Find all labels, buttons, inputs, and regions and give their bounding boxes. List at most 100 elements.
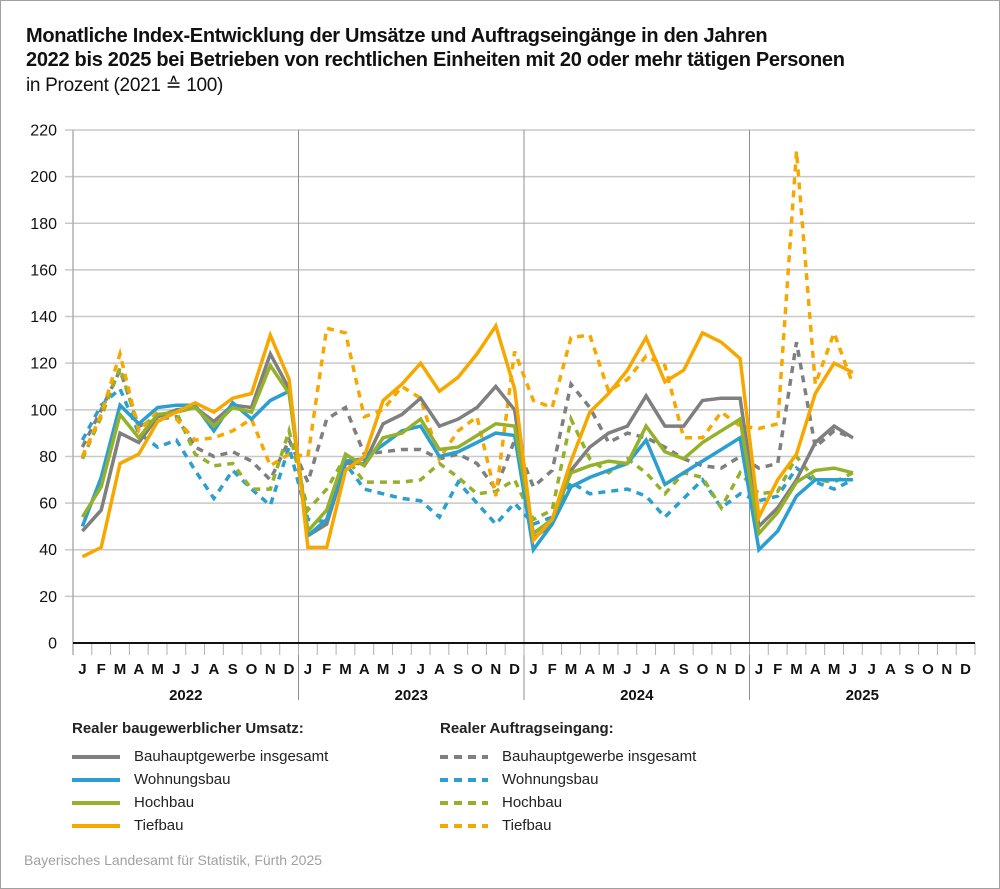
- month-label: S: [228, 661, 238, 678]
- month-label: J: [529, 661, 537, 678]
- legend-label: Bauhauptgewerbe insgesamt: [502, 748, 697, 765]
- legend-label: Bauhauptgewerbe insgesamt: [134, 748, 329, 765]
- y-tick-label: 60: [39, 496, 57, 513]
- month-label: J: [191, 661, 199, 678]
- y-tick-label: 200: [30, 169, 57, 186]
- legend-label: Tiefbau: [502, 817, 552, 834]
- month-label: D: [960, 661, 971, 678]
- legend-item: Hochbau: [440, 791, 696, 814]
- legend-item: Tiefbau: [72, 814, 328, 837]
- legend-auftragseingang: Realer Auftragseingang: Bauhauptgewerbe …: [440, 720, 696, 837]
- legend-solid-line-icon: [72, 754, 120, 759]
- month-label: M: [828, 661, 841, 678]
- legend-item: Wohnungsbau: [72, 768, 328, 791]
- series-line-umsatz-bauhauptgewerbe-insgesamt: [81, 349, 854, 542]
- series-line-umsatz-wohnungsbau: [80, 388, 853, 555]
- month-label: A: [584, 661, 595, 678]
- month-label: J: [849, 661, 857, 678]
- legend-dashed-line-icon: [440, 754, 488, 759]
- legend-label: Tiefbau: [134, 817, 184, 834]
- month-label: A: [209, 661, 220, 678]
- source-note: Bayerisches Landesamt für Statistik, Für…: [24, 852, 323, 868]
- month-label: A: [133, 661, 144, 678]
- legend-dashed-line-icon: [440, 800, 488, 805]
- legend-dashed-line-icon: [440, 777, 488, 782]
- month-label: A: [885, 661, 896, 678]
- month-label: F: [97, 661, 106, 678]
- month-label: D: [509, 661, 520, 678]
- series-line-auftragseingang-bauhauptgewerbe-insgesamt: [80, 341, 854, 493]
- legend-item: Bauhauptgewerbe insgesamt: [72, 745, 328, 768]
- month-label: A: [434, 661, 445, 678]
- chart-subtitle: in Prozent (2021 ≙ 100): [26, 75, 224, 96]
- month-label: J: [416, 661, 424, 678]
- legend-heading-auftragseingang: Realer Auftragseingang:: [440, 720, 614, 737]
- legend-solid-line-icon: [72, 777, 120, 782]
- legend-item: Bauhauptgewerbe insgesamt: [440, 745, 696, 768]
- month-label: N: [265, 661, 276, 678]
- month-label: F: [322, 661, 331, 678]
- legend-item: Wohnungsbau: [440, 768, 696, 791]
- month-label: F: [548, 661, 557, 678]
- chart-title: Monatliche Index-Entwicklung der Umsätze…: [26, 24, 845, 72]
- month-label: S: [904, 661, 914, 678]
- y-tick-label: 20: [39, 589, 57, 606]
- month-label: J: [172, 661, 180, 678]
- title-line-1: Monatliche Index-Entwicklung der Umsätze…: [26, 25, 768, 47]
- month-label: A: [359, 661, 370, 678]
- month-label: F: [773, 661, 782, 678]
- month-label: M: [790, 661, 803, 678]
- month-label: S: [453, 661, 463, 678]
- month-label: J: [623, 661, 631, 678]
- y-tick-label: 220: [30, 123, 57, 140]
- y-tick-label: 180: [30, 216, 57, 233]
- month-label: M: [565, 661, 578, 678]
- y-tick-label: 100: [30, 402, 57, 419]
- legend-item: Tiefbau: [440, 814, 696, 837]
- month-label: J: [78, 661, 86, 678]
- month-label: J: [867, 661, 875, 678]
- month-label: O: [922, 661, 934, 678]
- year-label: 2025: [846, 687, 879, 704]
- month-label: D: [284, 661, 295, 678]
- legend-label: Hochbau: [134, 794, 195, 811]
- month-label: O: [697, 661, 709, 678]
- month-label: A: [810, 661, 821, 678]
- month-label: O: [246, 661, 258, 678]
- y-tick-label: 80: [39, 449, 57, 466]
- title-line-2: 2022 bis 2025 bei Betrieben von rechtlic…: [26, 49, 845, 71]
- series-line-umsatz-tiefbau: [81, 321, 854, 559]
- y-tick-label: 0: [48, 636, 57, 653]
- legend-solid-line-icon: [72, 800, 120, 805]
- month-label: A: [660, 661, 671, 678]
- month-label: D: [735, 661, 746, 678]
- series-line-auftragseingang-wohnungsbau: [80, 385, 854, 527]
- year-label: 2024: [620, 687, 654, 704]
- month-label: J: [642, 661, 650, 678]
- legend-label: Wohnungsbau: [134, 771, 231, 788]
- legend-umsatz: Realer baugewerblicher Umsatz: Bauhauptg…: [72, 720, 328, 837]
- y-tick-label: 40: [39, 542, 57, 559]
- month-label: M: [339, 661, 352, 678]
- legend-label: Hochbau: [502, 794, 563, 811]
- month-label: N: [716, 661, 727, 678]
- y-tick-label: 160: [30, 262, 57, 279]
- month-label: O: [471, 661, 483, 678]
- month-label: M: [114, 661, 127, 678]
- month-label: J: [304, 661, 312, 678]
- month-label: J: [755, 661, 763, 678]
- month-label: M: [377, 661, 390, 678]
- y-tick-label: 140: [30, 309, 57, 326]
- legend-solid-line-icon: [72, 823, 120, 828]
- year-label: 2023: [395, 687, 428, 704]
- month-label: S: [679, 661, 689, 678]
- month-label: J: [398, 661, 406, 678]
- y-tick-label: 120: [30, 356, 57, 373]
- legend-heading-umsatz: Realer baugewerblicher Umsatz:: [72, 720, 304, 737]
- legend-label: Wohnungsbau: [502, 771, 599, 788]
- month-label: N: [941, 661, 952, 678]
- month-label: M: [151, 661, 164, 678]
- month-label: M: [602, 661, 615, 678]
- year-label: 2022: [169, 687, 202, 704]
